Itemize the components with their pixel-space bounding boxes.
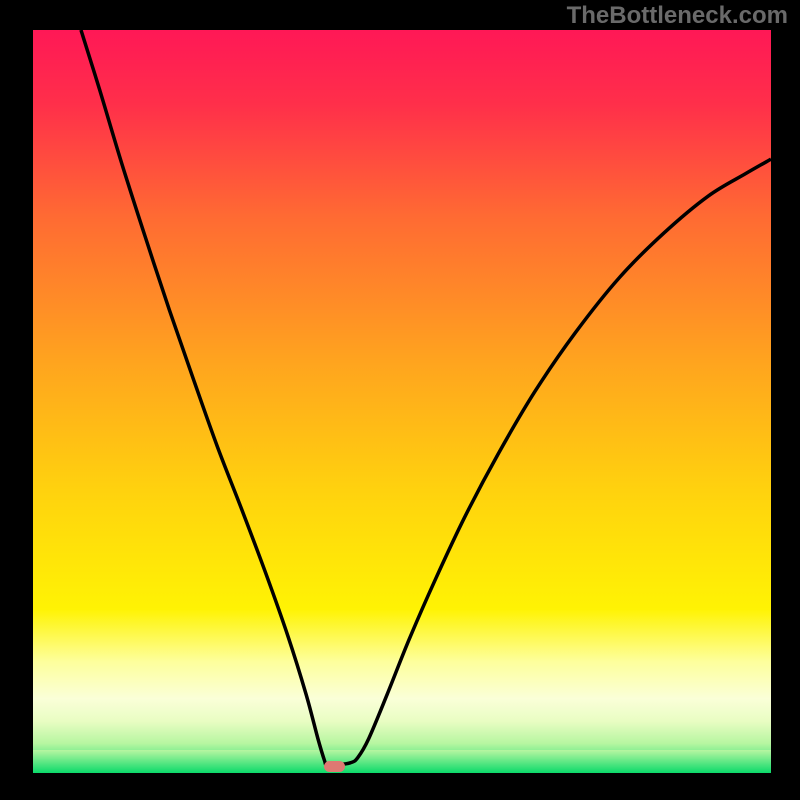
curve-path (81, 30, 771, 765)
bottleneck-marker (324, 761, 345, 772)
bottleneck-curve (33, 30, 771, 768)
attribution-text: TheBottleneck.com (567, 2, 788, 30)
plot-area (33, 30, 771, 773)
